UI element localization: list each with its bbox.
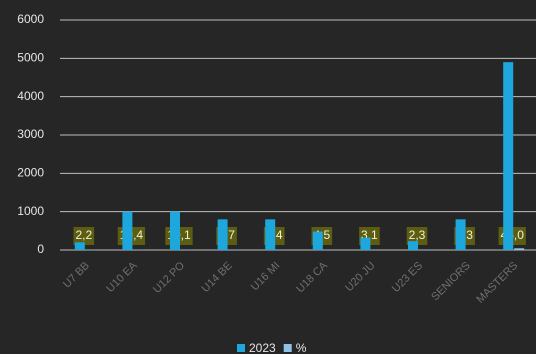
bar	[371, 249, 382, 251]
x-tick-label: U14 BE	[199, 260, 234, 295]
bar	[170, 211, 180, 250]
bar	[74, 242, 85, 250]
y-tick-label: 3000	[17, 127, 44, 141]
bar	[133, 249, 144, 251]
x-tick-label: U7 BB	[61, 260, 92, 291]
y-tick-label: 1000	[17, 204, 44, 218]
legend-swatch	[237, 344, 245, 352]
bar	[276, 249, 287, 251]
y-tick-label: 6000	[17, 12, 44, 26]
bar	[408, 241, 418, 250]
legend-label: 2023	[249, 341, 276, 354]
data-label: 2,2	[73, 227, 95, 245]
bar	[323, 249, 334, 251]
bar	[419, 249, 429, 251]
data-label-box	[406, 227, 428, 245]
x-tick-label: U18 CA	[294, 259, 330, 295]
x-tick-label: U16 MI	[249, 260, 283, 294]
bar	[122, 211, 133, 250]
bar	[503, 62, 514, 250]
bar	[181, 249, 191, 251]
x-tick-label: U10 EA	[104, 259, 140, 295]
bar	[85, 249, 96, 251]
bar	[312, 231, 323, 250]
bar	[455, 219, 466, 250]
y-tick-label: 5000	[17, 51, 44, 65]
bar	[217, 219, 228, 250]
bar	[466, 249, 477, 251]
data-label: 2,3	[406, 227, 428, 245]
y-tick-label: 2000	[17, 166, 44, 180]
bar	[265, 219, 276, 250]
x-tick-label: U23 ES	[390, 260, 425, 295]
legend-swatch	[283, 344, 292, 352]
y-tick-label: 4000	[17, 89, 44, 103]
x-tick-label: MASTERS	[474, 260, 520, 306]
bar	[360, 237, 371, 250]
x-tick-label: U12 PO	[151, 259, 187, 295]
data-label-text: 2,3	[409, 228, 426, 242]
data-label-text: 2,2	[75, 228, 92, 242]
bar	[228, 249, 239, 251]
x-tick-label: SENIORS	[429, 260, 472, 303]
x-tick-label: U20 JU	[343, 260, 377, 294]
bar	[514, 248, 525, 250]
data-label-box	[73, 227, 95, 245]
legend-label: %	[296, 341, 307, 354]
y-tick-label: 0	[37, 242, 44, 256]
